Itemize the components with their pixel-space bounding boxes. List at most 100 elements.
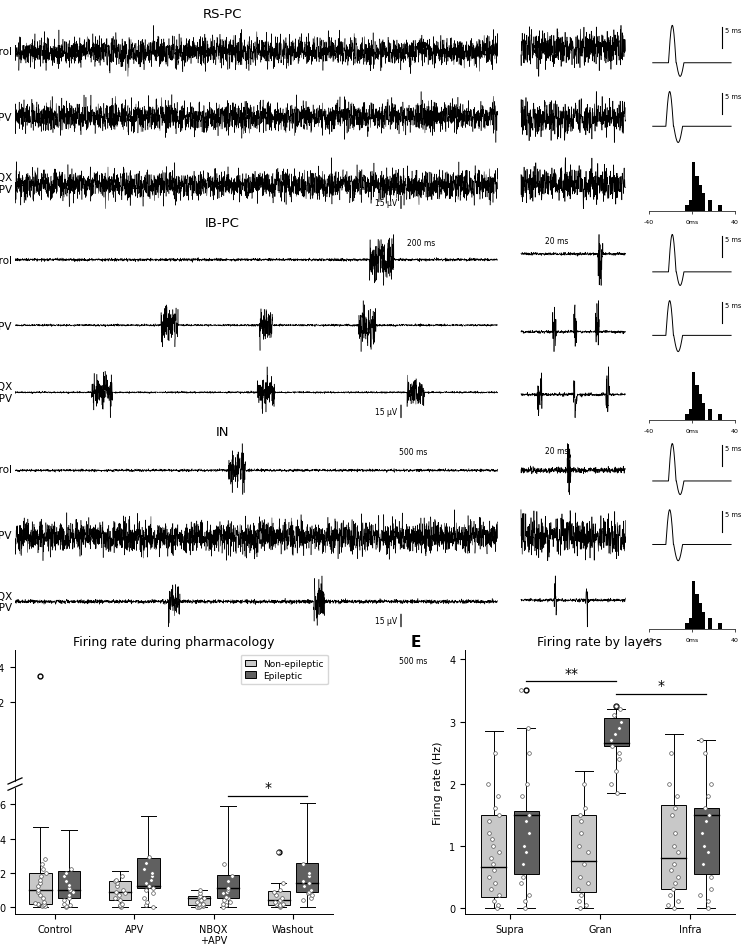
- Bar: [692, 164, 695, 212]
- Point: [34, 887, 46, 902]
- Point: [147, 900, 159, 915]
- Point: [699, 801, 711, 816]
- Bar: [718, 206, 722, 212]
- Point: [63, 881, 75, 896]
- Point: [614, 721, 626, 736]
- Point: [482, 776, 494, 791]
- Bar: [709, 619, 712, 630]
- Text: 500 ms: 500 ms: [399, 447, 427, 457]
- Point: [64, 883, 76, 898]
- Point: [665, 863, 677, 878]
- Point: [669, 801, 681, 816]
- Point: [116, 900, 128, 915]
- Point: [147, 881, 159, 896]
- Text: 20 ms: 20 ms: [544, 655, 568, 664]
- Point: [518, 857, 530, 872]
- Point: [304, 868, 316, 883]
- Point: [38, 898, 50, 913]
- Point: [491, 900, 503, 915]
- Point: [489, 745, 501, 761]
- Point: [58, 868, 70, 883]
- Point: [195, 893, 207, 908]
- Text: 5 ms: 5 ms: [724, 237, 741, 243]
- Text: 15 μV: 15 μV: [375, 407, 398, 416]
- Point: [494, 844, 506, 860]
- Point: [274, 900, 286, 915]
- Bar: [688, 201, 692, 212]
- Text: 200 ms: 200 ms: [407, 239, 436, 248]
- Point: [673, 869, 685, 884]
- Point: [613, 751, 625, 766]
- Text: 500 ms: 500 ms: [399, 657, 427, 665]
- Point: [613, 745, 625, 761]
- Bar: [702, 403, 705, 421]
- Point: [38, 891, 50, 906]
- Point: [277, 876, 289, 891]
- Point: [705, 869, 717, 884]
- Point: [113, 887, 125, 902]
- Point: [222, 883, 234, 898]
- Text: 5 ms: 5 ms: [724, 94, 741, 100]
- Text: APV: APV: [0, 530, 13, 541]
- Point: [34, 872, 46, 887]
- Point: [276, 891, 288, 906]
- Point: [38, 898, 50, 913]
- Point: [606, 739, 618, 754]
- Point: [32, 897, 44, 912]
- Bar: [686, 206, 688, 212]
- Point: [65, 862, 77, 877]
- Point: [490, 875, 502, 890]
- Point: [274, 899, 286, 914]
- Point: [521, 776, 533, 791]
- Bar: [692, 581, 695, 630]
- Point: [217, 900, 229, 915]
- Bar: [686, 624, 688, 630]
- Point: [224, 894, 236, 909]
- Point: [194, 883, 206, 898]
- Point: [199, 891, 211, 906]
- Point: [34, 876, 46, 891]
- Point: [698, 838, 710, 853]
- Point: [695, 825, 707, 841]
- Point: [579, 801, 591, 816]
- Point: [217, 885, 229, 901]
- Point: [517, 869, 529, 884]
- Point: [672, 844, 684, 860]
- Point: [109, 874, 121, 889]
- Point: [514, 684, 526, 699]
- Point: [145, 872, 157, 887]
- Point: [218, 893, 230, 908]
- Point: [663, 776, 675, 791]
- Point: [36, 857, 48, 872]
- FancyBboxPatch shape: [58, 871, 80, 899]
- Text: NBQX
+APV: NBQX +APV: [0, 382, 13, 404]
- Point: [303, 884, 315, 900]
- Point: [573, 894, 585, 909]
- Point: [487, 838, 499, 853]
- Point: [194, 888, 206, 903]
- Point: [668, 838, 680, 853]
- Point: [110, 872, 122, 887]
- Bar: [698, 394, 702, 421]
- Point: [484, 882, 496, 897]
- Point: [297, 874, 309, 889]
- Point: [520, 844, 532, 860]
- Point: [191, 894, 203, 909]
- Bar: [702, 194, 705, 212]
- Point: [304, 876, 316, 891]
- Point: [268, 884, 280, 900]
- Point: [610, 785, 622, 801]
- Bar: [698, 186, 702, 212]
- Point: [668, 825, 680, 841]
- Bar: [686, 414, 688, 421]
- Point: [515, 875, 527, 890]
- Point: [277, 897, 289, 912]
- Point: [117, 883, 129, 898]
- Point: [520, 813, 532, 828]
- Point: [573, 838, 585, 853]
- Point: [142, 879, 154, 894]
- Point: [38, 894, 50, 909]
- Point: [272, 844, 284, 860]
- Point: [194, 899, 206, 914]
- Point: [111, 876, 123, 891]
